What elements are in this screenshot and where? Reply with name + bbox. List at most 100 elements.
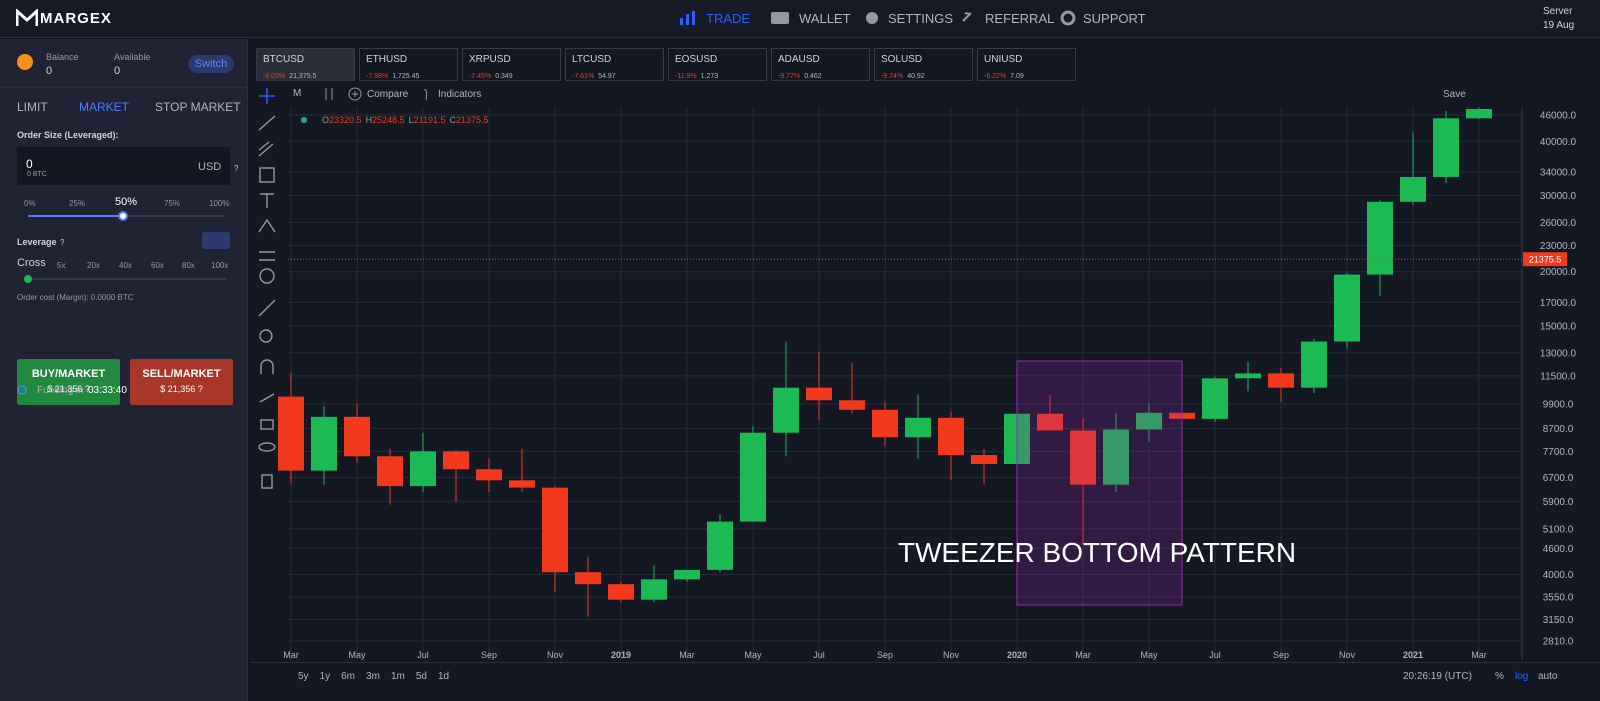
ticker-price: 21,375.5	[289, 73, 317, 80]
x-tick-label: Nov	[1339, 650, 1356, 660]
auto-toggle[interactable]: auto	[1538, 671, 1558, 682]
tab-market[interactable]: MARKET	[79, 100, 130, 114]
ticker[interactable]: EOSUSD -11.9% 1.273	[668, 48, 767, 81]
candle-body	[575, 572, 601, 585]
sell-button[interactable]: SELL/MARKET $ 21,356 ?	[130, 359, 233, 405]
pct[interactable]: 25%	[69, 199, 86, 208]
buy-price-value: $ 21,356	[47, 384, 83, 394]
tab-stop-market[interactable]: STOP MARKET	[155, 100, 241, 114]
ticker-price: 1.273	[700, 73, 719, 80]
nav-icons	[771, 10, 1076, 26]
candle-body	[377, 456, 403, 487]
ticker[interactable]: SOLUSD -9.74% 40.92	[874, 48, 973, 81]
range[interactable]: 1m	[390, 671, 405, 682]
range[interactable]: 1y	[319, 671, 331, 682]
btc-icon	[17, 54, 33, 70]
y-tick-label: 3550.0	[1543, 593, 1574, 604]
ticker[interactable]: UNIUSD -6.22% 7.09	[977, 48, 1076, 81]
lev[interactable]: 80x	[182, 261, 195, 270]
order-size-input[interactable]	[17, 147, 230, 185]
lev[interactable]: 20x	[87, 261, 100, 270]
candle-body	[410, 451, 436, 487]
log-toggle[interactable]: log	[1515, 671, 1529, 682]
server-label: Server	[1543, 6, 1573, 17]
y-tick-label: 46000.0	[1540, 111, 1577, 122]
range-bar: 5y 1y 6m 3m 1m 5d 1d	[298, 671, 460, 682]
y-tick-label: 13000.0	[1540, 348, 1577, 359]
x-tick-label: May	[348, 650, 366, 660]
x-tick-label: Mar	[679, 650, 695, 660]
legend-key: H	[365, 115, 373, 125]
y-tick-label: 34000.0	[1540, 167, 1577, 178]
pen-toggle[interactable]	[170, 232, 198, 249]
candle-body	[1466, 108, 1492, 119]
indicators[interactable]: Indicators	[438, 89, 482, 100]
leverage-slider[interactable]	[22, 273, 230, 285]
lev[interactable]: 40x	[119, 261, 132, 270]
ticker-price: 54.97	[598, 73, 616, 80]
nav-wallet[interactable]: WALLET	[799, 11, 851, 26]
buy-button[interactable]: BUY/MARKET $ 21,356 ?	[17, 359, 120, 405]
help[interactable]: ?	[60, 238, 65, 247]
ticker[interactable]: ADAUSD -9.77% 0.462	[771, 48, 870, 81]
lev[interactable]: 5x	[57, 261, 66, 270]
switch-button[interactable]: Switch	[188, 55, 234, 73]
y-tick-label: 9900.0	[1543, 400, 1574, 411]
x-tick-label: Jul	[813, 650, 825, 660]
nav-trade[interactable]: TRADE	[706, 11, 751, 26]
top-nav: MARGEX TRADE WALLET SETTINGS REFERRAL SU…	[0, 0, 1600, 38]
candle-body	[740, 432, 766, 522]
range[interactable]: 6m	[341, 671, 356, 682]
x-tick-label: May	[1140, 650, 1158, 660]
trade-icon	[680, 11, 695, 25]
y-tick-label: 8700.0	[1543, 424, 1574, 435]
nav-support[interactable]: SUPPORT	[1083, 11, 1146, 26]
x-tick-label: 2020	[1007, 650, 1027, 660]
x-tick-label: Nov	[943, 650, 960, 660]
ticker[interactable]: XRPUSD -7.45% 0.349	[462, 48, 561, 81]
size-slider[interactable]	[24, 209, 230, 223]
lev[interactable]: 100x	[211, 261, 229, 270]
last-price-box	[1523, 252, 1567, 267]
range[interactable]: 3m	[366, 671, 380, 682]
x-tick-label: Sep	[481, 650, 497, 660]
logo[interactable]: MARGEX	[40, 10, 112, 27]
sell-price: $ 21,356 ?	[130, 384, 233, 394]
help[interactable]: ?	[234, 164, 239, 173]
pct[interactable]: 75%	[164, 199, 181, 208]
range[interactable]: 5d	[415, 671, 427, 682]
ticker[interactable]: ETHUSD -7.98% 1,725.45	[359, 48, 458, 81]
x-tick-label: Sep	[1273, 650, 1289, 660]
buy-label: BUY/MARKET	[31, 368, 106, 380]
tab-limit[interactable]: LIMIT	[17, 100, 48, 114]
ticker[interactable]: LTCUSD -7.61% 54.97	[565, 48, 664, 81]
range[interactable]: 1d	[437, 671, 450, 682]
compare[interactable]: Compare	[367, 89, 409, 100]
candle-body	[905, 417, 931, 438]
cross[interactable]: Cross	[17, 257, 46, 269]
nav-settings[interactable]: SETTINGS	[888, 11, 954, 26]
candle-body	[344, 416, 370, 457]
interval[interactable]: M	[293, 88, 302, 99]
lev[interactable]: 60x	[151, 261, 164, 270]
y-tick-label: 7700.0	[1543, 447, 1574, 458]
slider-toggle[interactable]	[202, 232, 230, 249]
y-tick-label: 40000.0	[1540, 137, 1577, 148]
pct[interactable]: 100%	[209, 199, 230, 208]
range[interactable]: 5y	[298, 671, 309, 682]
legend-value: 25248.5	[372, 115, 405, 125]
x-tick-label: Mar	[283, 650, 299, 660]
candle-body	[773, 387, 799, 433]
ticker[interactable]: BTCUSD -8.03% 21,375.5	[256, 48, 355, 81]
candle-body	[1301, 341, 1327, 388]
pct-active[interactable]: 50%	[115, 196, 138, 208]
divider	[0, 87, 248, 88]
pct[interactable]: 0%	[24, 199, 36, 208]
percent-toggle[interactable]: %	[1495, 671, 1504, 682]
save[interactable]: Save	[1443, 89, 1466, 100]
footer-divider	[250, 662, 1600, 663]
nav-referral[interactable]: REFERRAL	[985, 11, 1055, 26]
order-size-btc: 0 BTC	[27, 171, 47, 178]
y-tick-label: 20000.0	[1540, 267, 1577, 278]
